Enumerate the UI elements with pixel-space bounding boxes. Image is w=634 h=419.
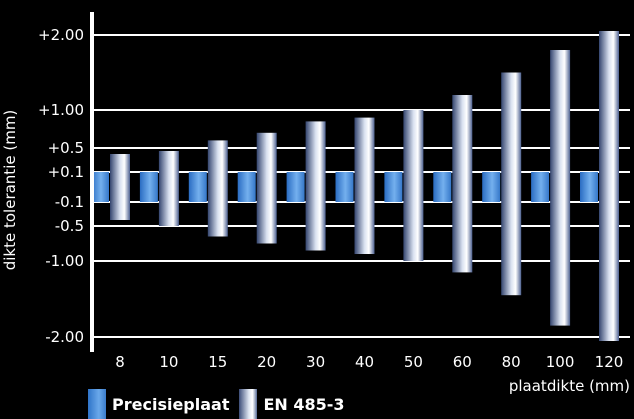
bar-en-485-3 <box>403 110 424 261</box>
x-tick-label: 60 <box>453 353 472 371</box>
legend-label-en-485-3: EN 485-3 <box>263 394 345 414</box>
bar-precisieplaat <box>433 172 452 202</box>
bar-precisieplaat <box>482 172 501 202</box>
y-tick-label: -0.5 <box>55 217 84 235</box>
y-tick-label: -1.00 <box>45 252 84 270</box>
y-tick-label: +1.00 <box>38 101 84 119</box>
legend-item-precisieplaat: Precisieplaat <box>88 389 229 419</box>
y-tick-labels: +2.00 +1.00 +0.5 +0.1 -0.1 -0.5 -1.00 -2.00 <box>38 26 84 346</box>
x-axis-label: plaatdikte (mm) <box>509 377 630 395</box>
legend-swatch-precisieplaat <box>88 389 106 419</box>
x-tick-label: 50 <box>404 353 423 371</box>
bar-precisieplaat <box>237 172 256 202</box>
x-tick-label: 80 <box>502 353 521 371</box>
bar-en-485-3 <box>256 132 277 244</box>
x-tick-label: 100 <box>546 353 575 371</box>
x-tick-label: 15 <box>208 353 227 371</box>
bar-en-485-3 <box>110 154 130 220</box>
x-tick-label: 8 <box>115 353 125 371</box>
y-tick-label: +0.1 <box>48 163 84 181</box>
bar-en-485-3 <box>354 117 375 254</box>
legend-swatch-en-485-3 <box>239 389 258 419</box>
x-tick-labels: 8 10 15 20 30 40 50 60 80 100 120 <box>115 353 623 371</box>
bar-en-485-3 <box>599 31 619 341</box>
bar-en-485-3 <box>550 50 571 326</box>
y-tick-label: +0.5 <box>48 139 84 157</box>
y-axis-label: dikte tolerantie (mm) <box>1 110 19 271</box>
y-tick-label: +2.00 <box>38 26 84 44</box>
x-tick-label: 120 <box>595 353 624 371</box>
bar-precisieplaat <box>139 172 158 202</box>
bar-precisieplaat <box>531 172 550 202</box>
x-tick-label: 20 <box>257 353 276 371</box>
x-tick-label: 10 <box>159 353 178 371</box>
bar-en-485-3 <box>158 151 179 226</box>
legend-label-precisieplaat: Precisieplaat <box>112 394 230 414</box>
bar-en-485-3 <box>207 140 228 237</box>
y-tick-label: -0.1 <box>55 193 84 211</box>
x-tick-label: 40 <box>355 353 374 371</box>
bar-precisieplaat <box>384 172 403 202</box>
legend-item-en-485-3: EN 485-3 <box>239 389 345 419</box>
bar-precisieplaat <box>335 172 354 202</box>
bar-en-485-3 <box>452 95 473 273</box>
bar-precisieplaat <box>286 172 305 202</box>
bar-en-485-3 <box>501 72 522 296</box>
bar-precisieplaat <box>188 172 207 202</box>
y-tick-label: -2.00 <box>45 328 84 346</box>
x-tick-label: 30 <box>306 353 325 371</box>
bar-precisieplaat <box>580 172 598 202</box>
bars <box>91 31 619 341</box>
bar-en-485-3 <box>305 121 326 251</box>
legend: Precisieplaat EN 485-3 <box>88 389 355 419</box>
bar-precisieplaat <box>91 172 109 202</box>
